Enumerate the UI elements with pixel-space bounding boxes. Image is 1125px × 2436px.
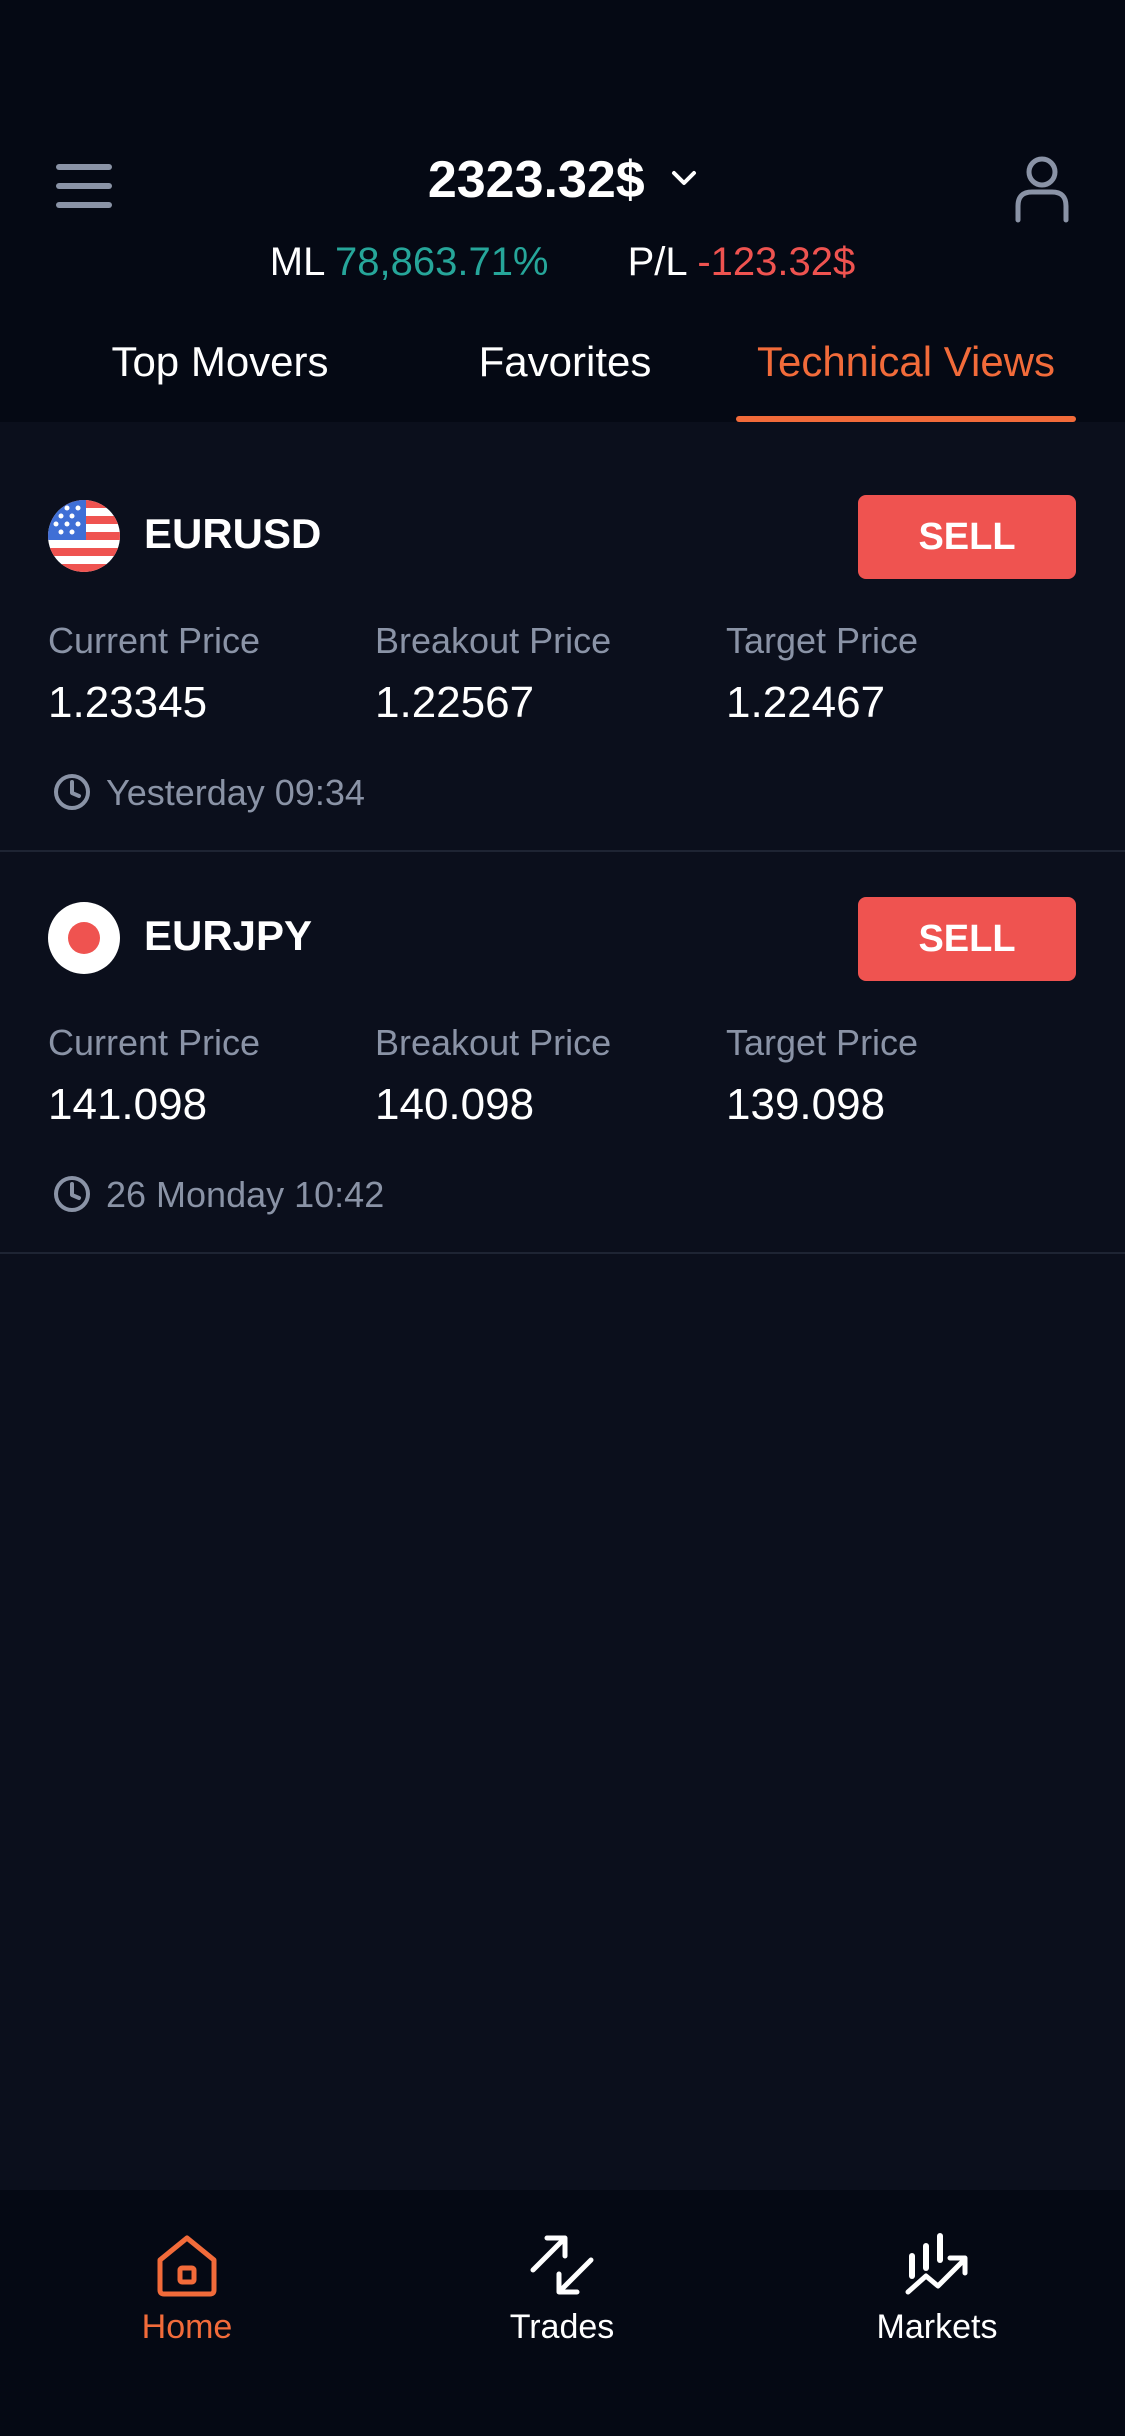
us-flag-icon xyxy=(48,500,120,572)
balance-value: 2323.32$ xyxy=(427,151,645,209)
bottom-nav: Home Trades Markets xyxy=(0,2190,1125,2436)
markets-icon xyxy=(905,2233,968,2295)
clock-icon xyxy=(54,1176,90,1212)
target-price: Target Price 1.22467 xyxy=(726,620,918,728)
profile-icon[interactable] xyxy=(1010,154,1074,224)
margin-level: ML 78,863.71% xyxy=(270,240,549,285)
ml-value: 78,863.71% xyxy=(334,240,549,284)
pl-label: P/L xyxy=(627,240,687,284)
current-price-value: 1.23345 xyxy=(48,678,208,727)
list-item[interactable]: EURUSD SELL Current Price 1.23345 Breako… xyxy=(0,450,1125,852)
trades-icon xyxy=(530,2235,594,2295)
target-price-value: 139.098 xyxy=(726,1080,886,1129)
chevron-down-icon xyxy=(672,171,697,186)
current-price: Current Price 1.23345 xyxy=(48,620,260,728)
current-price-label: Current Price xyxy=(48,620,261,661)
nav-markets-label: Markets xyxy=(876,2308,998,2346)
breakout-price-label: Breakout Price xyxy=(375,1022,612,1063)
target-price: Target Price 139.098 xyxy=(726,1022,918,1130)
current-price: Current Price 141.098 xyxy=(48,1022,260,1130)
pl-value: -123.32$ xyxy=(697,240,856,284)
symbol-name: EURJPY xyxy=(144,912,313,959)
sell-button[interactable]: SELL xyxy=(858,897,1076,981)
timestamp-text: 26 Monday 10:42 xyxy=(106,1174,385,1215)
breakout-price-label: Breakout Price xyxy=(375,620,612,661)
current-price-value: 141.098 xyxy=(48,1080,208,1129)
breakout-price-value: 140.098 xyxy=(375,1080,535,1129)
tab-bar: Top Movers Favorites Technical Views xyxy=(0,330,1125,422)
target-price-label: Target Price xyxy=(726,620,919,661)
clock-icon xyxy=(54,774,90,810)
target-price-label: Target Price xyxy=(726,1022,919,1063)
ml-label: ML xyxy=(269,240,324,284)
list-item[interactable]: EURJPY SELL Current Price 141.098 Breako… xyxy=(0,852,1125,1254)
timestamp-text: Yesterday 09:34 xyxy=(106,772,365,813)
profit-loss: P/L -123.32$ xyxy=(628,240,856,285)
account-stats: ML 78,863.71% P/L -123.32$ xyxy=(0,240,1125,285)
nav-markets[interactable]: Markets xyxy=(807,2230,1067,2380)
nav-trades-label: Trades xyxy=(509,2308,615,2346)
sell-button[interactable]: SELL xyxy=(858,495,1076,579)
breakout-price: Breakout Price 1.22567 xyxy=(375,620,611,728)
tab-top-movers[interactable]: Top Movers xyxy=(111,338,329,385)
header: 2323.32$ ML 78,863.71% P/L -123.32$ Top … xyxy=(0,0,1125,422)
nav-home[interactable]: Home xyxy=(57,2230,317,2380)
breakout-price: Breakout Price 140.098 xyxy=(375,1022,611,1130)
tab-technical-views[interactable]: Technical Views xyxy=(736,330,1076,422)
breakout-price-value: 1.22567 xyxy=(375,678,535,727)
menu-icon[interactable] xyxy=(56,164,112,208)
tab-favorites[interactable]: Favorites xyxy=(478,338,652,385)
target-price-value: 1.22467 xyxy=(726,678,886,727)
balance-selector[interactable]: 2323.32$ xyxy=(0,150,1125,210)
current-price-label: Current Price xyxy=(48,1022,261,1063)
jp-flag-icon xyxy=(48,902,120,974)
home-icon xyxy=(157,2235,217,2297)
nav-home-label: Home xyxy=(141,2308,233,2346)
nav-trades[interactable]: Trades xyxy=(432,2230,692,2380)
symbol-name: EURUSD xyxy=(144,510,322,557)
